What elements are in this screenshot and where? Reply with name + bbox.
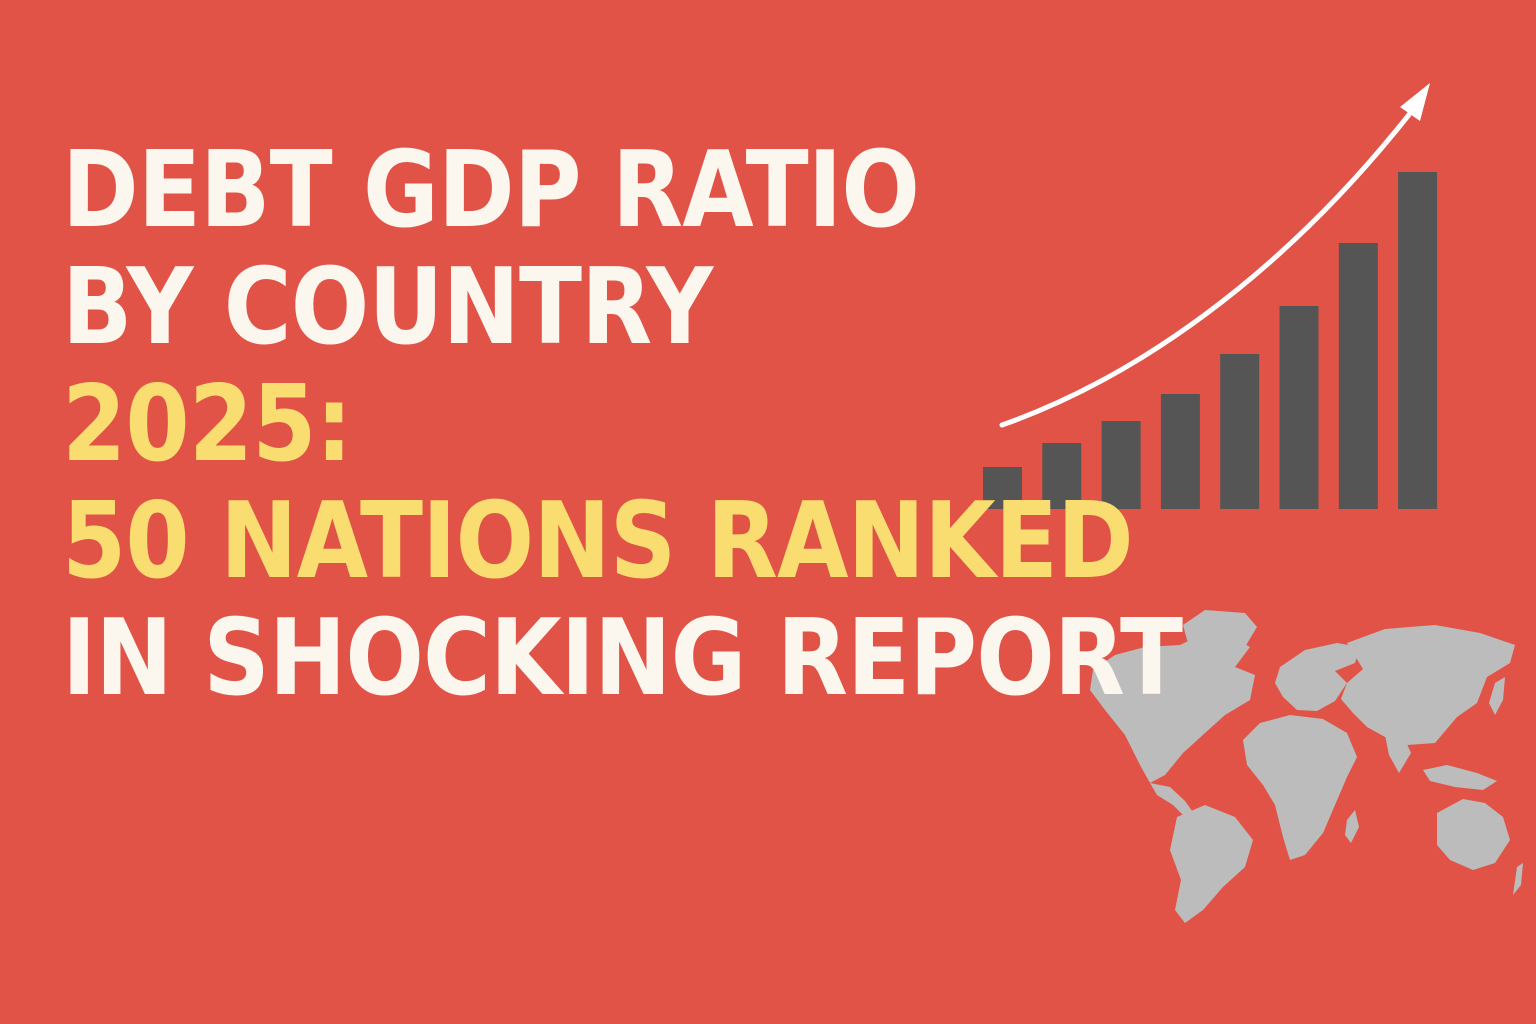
map-africa — [1243, 715, 1357, 860]
bar-chart-icon — [983, 83, 1438, 509]
headline-line-2: BY COUNTRY — [62, 246, 713, 368]
bar-7 — [1338, 243, 1378, 509]
trend-arrow-head — [1400, 83, 1430, 121]
map-north-america — [1090, 633, 1255, 783]
map-greenland — [1183, 610, 1257, 663]
map-europe — [1275, 643, 1360, 711]
map-asia — [1341, 625, 1515, 745]
map-japan — [1489, 677, 1505, 715]
map-madagascar — [1345, 810, 1359, 843]
map-indonesia — [1423, 765, 1497, 790]
bar-4 — [1160, 394, 1200, 509]
map-india — [1385, 735, 1411, 773]
bar-6 — [1279, 306, 1319, 509]
world-map-icon — [1090, 610, 1523, 923]
trend-arrow-icon — [999, 104, 1418, 428]
map-central-america — [1150, 783, 1195, 819]
map-south-america — [1170, 805, 1253, 923]
bar-2 — [1042, 443, 1082, 509]
bar-1 — [983, 467, 1022, 509]
headline-line-5: IN SHOCKING REPORT — [62, 597, 1183, 719]
map-new-zealand — [1513, 863, 1523, 895]
bar-8 — [1398, 172, 1438, 509]
bar-5 — [1220, 354, 1260, 509]
headline-line-3: 2025: — [62, 363, 353, 485]
bar-3 — [1101, 421, 1141, 509]
map-australia — [1437, 799, 1510, 870]
headline-line-1: DEBT GDP RATIO — [62, 129, 920, 251]
headline: DEBT GDP RATIO BY COUNTRY 2025: 50 NATIO… — [62, 129, 1183, 719]
headline-line-4: 50 NATIONS RANKED — [62, 480, 1134, 602]
